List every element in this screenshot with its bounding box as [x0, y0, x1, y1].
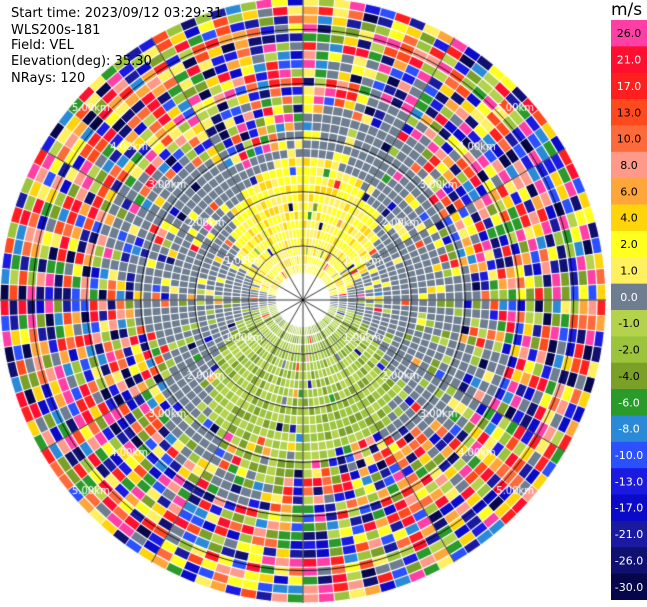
colorbar-tick-label: -21.0 — [615, 528, 643, 541]
colorbar-tick-label: -6.0 — [618, 396, 639, 409]
colorbar-tick-label: 8.0 — [620, 159, 638, 172]
colorbar-unit-label: m/s — [611, 0, 643, 20]
colorbar-tick-label: -26.0 — [615, 554, 643, 567]
colorbar-swatch — [611, 125, 647, 153]
colorbar-swatch — [611, 99, 647, 126]
colorbar-tick-label: 4.0 — [620, 212, 638, 225]
colorbar-tick-label: 13.0 — [617, 106, 642, 119]
colorbar-swatch — [611, 441, 647, 469]
colorbar-swatch — [611, 362, 647, 390]
field-label: Field: VEL — [11, 38, 74, 53]
elevation-label: Elevation(deg): 35.30 — [11, 54, 152, 69]
colorbar-swatch — [611, 151, 647, 179]
colorbar-swatch — [611, 415, 647, 443]
colorbar-tick-label: -1.0 — [618, 317, 639, 330]
colorbar-tick-label: -30.0 — [615, 581, 643, 594]
colorbar-tick-label: -13.0 — [615, 475, 643, 488]
colorbar-swatch — [611, 72, 647, 100]
colorbar-swatch — [611, 20, 647, 47]
colorbar-tick-label: 6.0 — [620, 185, 638, 198]
colorbar-swatch — [611, 573, 647, 600]
instrument-label: WLS200s-181 — [11, 23, 101, 38]
colorbar-swatch — [611, 520, 647, 548]
colorbar-swatch — [611, 468, 647, 496]
colorbar-tick-label: 10.0 — [617, 133, 642, 146]
velocity-colorbar: 26.0 21.0 17.0 13.0 10.0 8.0 6.0 4.0 2.0 1.0 0.0 -1… — [611, 20, 647, 600]
colorbar-tick-label: -8.0 — [618, 423, 639, 436]
colorbar-swatch — [611, 257, 647, 285]
colorbar-swatch — [611, 204, 647, 232]
colorbar-swatch — [611, 494, 647, 522]
colorbar-tick-label: -10.0 — [615, 449, 643, 462]
colorbar-tick-label: 26.0 — [617, 27, 642, 40]
colorbar-tick-label: 2.0 — [620, 238, 638, 251]
colorbar-tick-label: 1.0 — [620, 264, 638, 277]
colorbar-swatch — [611, 310, 647, 337]
colorbar-tick-label: -4.0 — [618, 370, 639, 383]
colorbar-swatch — [611, 389, 647, 416]
colorbar-tick-label: 17.0 — [617, 80, 642, 93]
start-time-label: Start time: 2023/09/12 03:29:31 — [11, 6, 223, 21]
colorbar-tick-label: -2.0 — [618, 344, 639, 357]
colorbar-tick-label: -17.0 — [615, 502, 643, 515]
colorbar-tick-label: 0.0 — [620, 291, 638, 304]
colorbar-tick-label: 21.0 — [617, 54, 642, 67]
colorbar-swatch — [611, 46, 647, 74]
colorbar-swatch — [611, 336, 647, 364]
colorbar-swatch — [611, 178, 647, 206]
colorbar-swatch — [611, 547, 647, 575]
colorbar-swatch — [611, 230, 647, 258]
nrays-label: NRays: 120 — [11, 71, 86, 86]
colorbar-swatch — [611, 283, 647, 311]
